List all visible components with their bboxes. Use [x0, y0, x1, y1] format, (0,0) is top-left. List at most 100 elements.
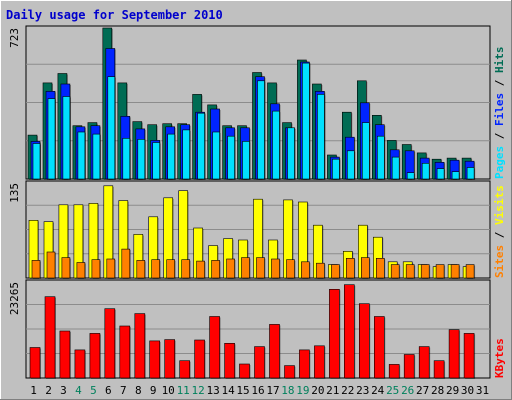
bar-kbytes-day-24 [373, 316, 385, 379]
day-labels: 1 2 3 4 5 6 7 8 9 10 11 12 13 14 15 16 17 18 19 20 21 22 23 24 2… [30, 384, 489, 397]
chart-title: Daily usage for September 2010 [6, 8, 223, 22]
bar-kbytes-day-5 [89, 333, 101, 379]
bar-pages-day-14 [227, 135, 235, 180]
bar-sites-day-22 [345, 257, 355, 279]
bar-pages-day-11 [182, 129, 190, 180]
day-label-19: 19 [296, 384, 309, 397]
bar-sites-day-18 [286, 259, 295, 279]
bar-sites-day-12 [196, 260, 205, 279]
series-label-sites: Sites [493, 245, 506, 278]
bar-sites-day-5 [91, 259, 101, 279]
bar-sites-day-28 [435, 264, 445, 279]
bar-pages-day-15 [242, 141, 250, 180]
bar-pages-day-20 [317, 94, 325, 180]
bar-kbytes-day-19 [299, 349, 310, 379]
bar-pages-day-2 [47, 98, 56, 180]
bar-kbytes-day-26 [403, 354, 415, 379]
bar-pages-day-26 [406, 172, 415, 180]
bar-kbytes-day-22 [343, 284, 355, 379]
bar-kbytes-day-8 [134, 313, 146, 379]
bar-pages-day-9 [152, 142, 160, 180]
bar-pages-day-25 [391, 156, 400, 180]
bar-pages-day-21 [332, 158, 340, 180]
day-label-30: 30 [461, 384, 474, 397]
bar-sites-day-6 [106, 258, 116, 279]
bar-kbytes-day-1 [29, 347, 41, 379]
bar-pages-day-18 [287, 127, 295, 180]
day-label-22: 22 [341, 384, 354, 397]
bar-pages-day-22 [346, 150, 355, 180]
day-label-14: 14 [221, 384, 235, 397]
bar-sites-day-27 [420, 264, 430, 279]
series-side-label: Pages / Files / Hits [493, 47, 506, 180]
bar-pages-day-17 [272, 110, 280, 180]
day-label-13: 13 [206, 384, 219, 397]
day-label-12: 12 [191, 384, 204, 397]
y-max-label: 135 [8, 183, 21, 203]
day-label-8: 8 [135, 384, 142, 397]
bar-pages-day-7 [122, 138, 131, 180]
bar-kbytes-day-18 [284, 365, 295, 379]
bar-sites-day-9 [151, 259, 160, 279]
bar-sites-day-17 [271, 258, 280, 279]
bar-pages-day-16 [257, 80, 265, 180]
bar-sites-day-29 [450, 264, 460, 279]
bar-sites-day-26 [405, 264, 415, 279]
bar-kbytes-day-25 [388, 364, 400, 379]
bar-kbytes-day-14 [224, 342, 235, 379]
bar-kbytes-day-15 [239, 363, 250, 379]
bar-sites-day-2 [46, 251, 56, 279]
bar-pages-day-28 [436, 168, 445, 180]
day-label-16: 16 [251, 384, 264, 397]
bar-pages-day-29 [451, 171, 460, 180]
bar-kbytes-day-23 [358, 303, 370, 379]
series-side-label: Sites / Visits [493, 185, 506, 278]
bar-pages-day-6 [107, 76, 116, 180]
bar-pages-day-30 [466, 167, 475, 180]
bar-pages-day-8 [137, 139, 146, 180]
hits-files-pages-panel: 723 Pages / Files / Hits [8, 25, 506, 180]
bar-kbytes-day-27 [418, 346, 430, 379]
bar-kbytes-day-17 [269, 324, 280, 379]
bar-kbytes-day-16 [254, 346, 265, 379]
visits-sites-panel: 135 Sites / Visits [8, 180, 506, 279]
bar-sites-day-1 [31, 260, 41, 279]
bar-kbytes-day-12 [194, 339, 205, 379]
bar-pages-day-12 [197, 112, 205, 180]
bar-sites-day-16 [256, 257, 265, 279]
day-label-3: 3 [60, 384, 67, 397]
bar-sites-day-3 [61, 257, 71, 279]
bar-sites-day-24 [375, 257, 385, 279]
day-label-9: 9 [150, 384, 157, 397]
day-label-15: 15 [236, 384, 249, 397]
kbytes-panel: 23265 KBytes [8, 279, 506, 379]
day-label-4: 4 [75, 384, 82, 397]
bar-kbytes-day-6 [104, 308, 116, 379]
bar-sites-day-14 [226, 258, 235, 279]
bar-sites-day-20 [316, 262, 325, 279]
bar-sites-day-15 [241, 257, 250, 279]
y-max-label: 723 [8, 28, 21, 48]
series-label-visits: Visits [493, 185, 506, 225]
bar-sites-day-10 [166, 259, 175, 279]
bar-kbytes-day-30 [463, 333, 475, 379]
day-label-23: 23 [356, 384, 369, 397]
bar-sites-day-4 [76, 262, 86, 279]
bar-kbytes-day-29 [448, 329, 460, 379]
bar-pages-day-4 [77, 131, 86, 180]
bar-sites-day-30 [465, 264, 475, 279]
bar-pages-day-23 [361, 122, 370, 180]
bar-kbytes-day-20 [314, 345, 325, 379]
bar-kbytes-day-3 [59, 330, 71, 379]
bar-sites-day-23 [360, 257, 370, 279]
bar-pages-day-24 [376, 135, 385, 180]
bar-kbytes-day-11 [179, 360, 190, 379]
bar-kbytes-day-2 [44, 296, 56, 379]
day-label-11: 11 [177, 384, 190, 397]
series-label-pages: Pages [493, 146, 506, 179]
bar-sites-day-7 [121, 248, 131, 279]
bar-kbytes-day-10 [164, 339, 175, 379]
day-label-17: 17 [266, 384, 279, 397]
bar-kbytes-day-9 [149, 340, 160, 379]
